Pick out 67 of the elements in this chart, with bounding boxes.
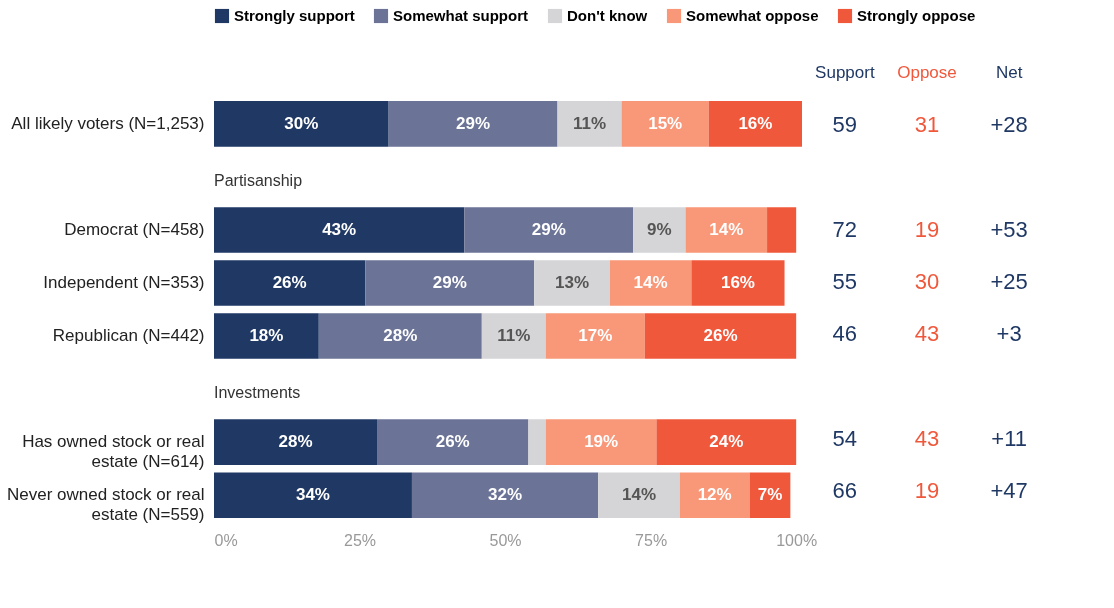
data-label: 29% xyxy=(531,219,566,239)
annotation: Partisanship xyxy=(214,171,303,189)
text: +25 xyxy=(990,269,1028,294)
text: Support xyxy=(815,63,875,83)
legend-label: Strongly support xyxy=(234,7,355,24)
data-label: 12% xyxy=(697,485,732,505)
data-label: 11% xyxy=(572,113,607,133)
text: 31 xyxy=(914,112,940,138)
y-tick-label: Has owned stock or real estate (N=614) xyxy=(22,432,205,472)
data-label: 14% xyxy=(621,485,657,505)
y-tick-label: Democrat (N=458) xyxy=(64,219,205,239)
text: Oppose xyxy=(897,63,957,83)
y-tick-label: Never owned stock or real estate (N=559) xyxy=(7,485,205,525)
text: 59 xyxy=(832,112,858,138)
legend-label: Somewhat support xyxy=(393,7,529,24)
data-label: 29% xyxy=(456,113,491,133)
text: +28 xyxy=(990,112,1028,138)
data-label: 19% xyxy=(584,432,619,452)
text: 19 xyxy=(914,216,940,242)
legend-label: Strongly oppose xyxy=(857,7,976,24)
x-tick-label: 50% xyxy=(489,531,522,549)
text: Net xyxy=(995,63,1023,83)
legend-label: Don't know xyxy=(567,7,648,24)
data-label: 14% xyxy=(633,273,668,292)
x-tick-label: 100% xyxy=(776,531,818,549)
data-label: 26% xyxy=(272,273,307,292)
x-tick-label: 0% xyxy=(214,531,238,549)
text: 46 xyxy=(832,321,858,347)
data-label: 7% xyxy=(757,485,783,505)
legend-label: Somewhat oppose xyxy=(686,7,819,24)
y-tick-label: Republican (N=442) xyxy=(52,326,205,346)
data-label: 15% xyxy=(648,113,683,133)
data-label: 18% xyxy=(249,326,284,346)
text: 43 xyxy=(914,321,940,347)
x-tick-label: 25% xyxy=(344,531,377,549)
text: 19 xyxy=(914,477,940,503)
data-label: 32% xyxy=(488,485,523,505)
data-label: 26% xyxy=(703,326,738,346)
data-label: 13% xyxy=(555,273,590,292)
text: +53 xyxy=(990,216,1028,242)
text: 43 xyxy=(914,425,940,451)
text: +3 xyxy=(996,321,1022,347)
data-label: 24% xyxy=(709,432,744,452)
text: +47 xyxy=(990,477,1028,503)
annotation: Investments xyxy=(214,384,301,402)
data-label: 16% xyxy=(720,273,755,292)
y-tick-label: Independent (N=353) xyxy=(43,273,205,292)
x-tick-label: 75% xyxy=(635,531,668,549)
data-label: 16% xyxy=(738,113,773,133)
data-label: 11% xyxy=(497,326,531,346)
data-label: 29% xyxy=(432,273,467,292)
data-label: 43% xyxy=(322,219,357,239)
data-label: 34% xyxy=(295,485,330,505)
text: 54 xyxy=(832,425,858,451)
data-label: 30% xyxy=(284,113,319,133)
data-label: 9% xyxy=(647,219,672,239)
text: 66 xyxy=(832,477,858,503)
text: 55 xyxy=(832,269,858,294)
text: 72 xyxy=(832,216,858,242)
text: +11 xyxy=(991,425,1027,451)
data-label: 17% xyxy=(578,326,613,346)
data-label: 28% xyxy=(383,326,418,346)
data-label: 14% xyxy=(709,219,744,239)
text: 30 xyxy=(914,269,940,294)
data-label: 26% xyxy=(435,432,470,452)
data-label: 28% xyxy=(278,432,313,452)
y-tick-label: All likely voters (N=1,253) xyxy=(11,113,205,133)
